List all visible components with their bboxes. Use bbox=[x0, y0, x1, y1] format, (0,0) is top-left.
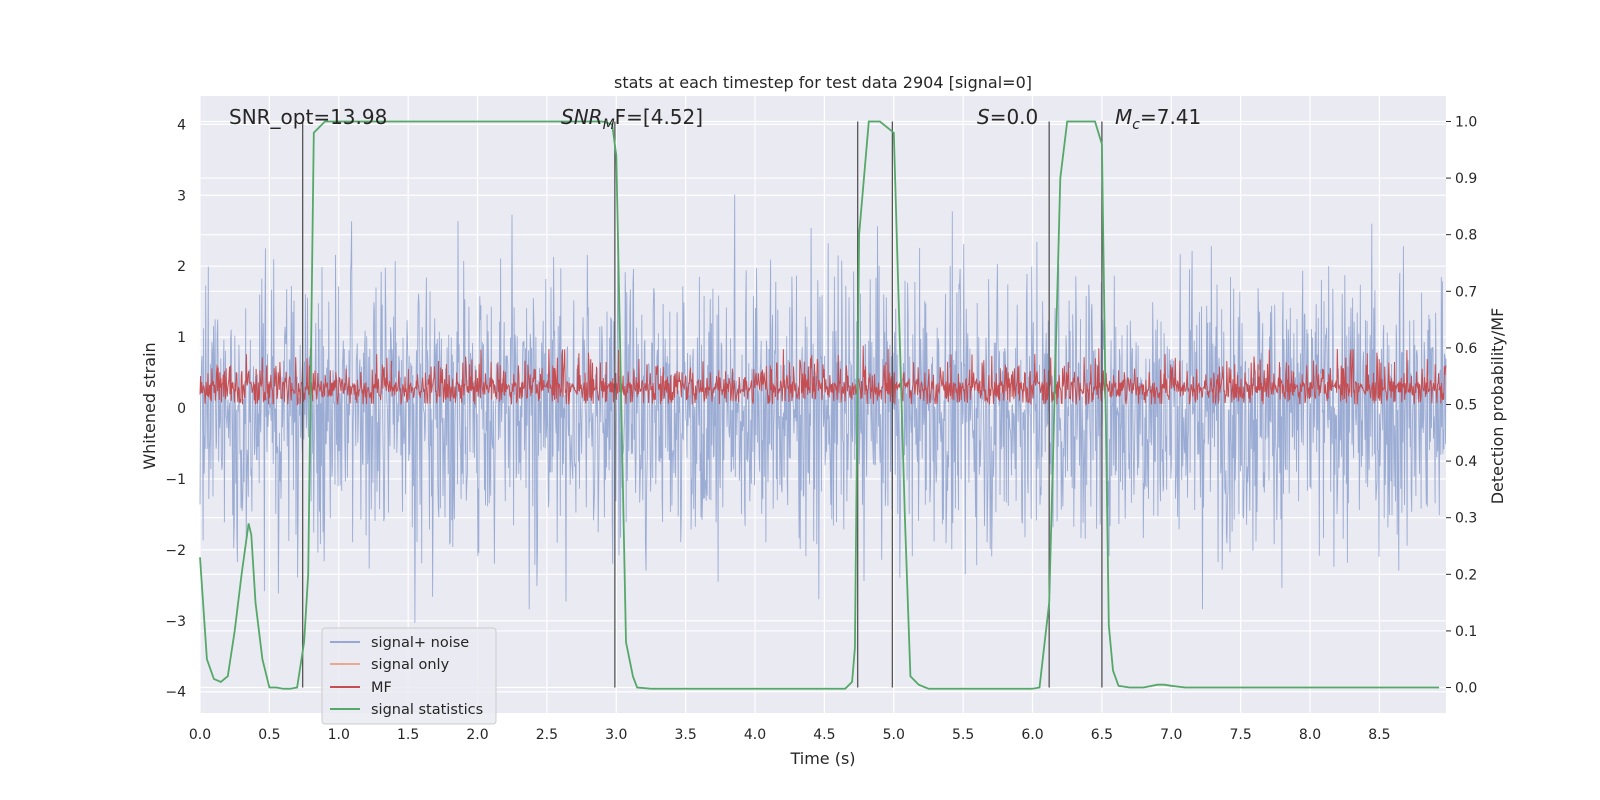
annotation-snr-opt: SNR_opt=13.98 bbox=[229, 105, 387, 129]
y-left-tick-label: −2 bbox=[165, 543, 186, 559]
x-axis-ticks: 0.0 0.5 1.0 1.5 2.0 2.5 3.0 3.5 4.0 4.5 5.0 5.5 6.0 6… bbox=[189, 727, 1391, 743]
y-right-tick-label: 0.6 bbox=[1455, 341, 1477, 357]
mf-series bbox=[199, 345, 1447, 406]
y-right-tick-label: 0.9 bbox=[1455, 171, 1477, 187]
signal-noise-series bbox=[199, 194, 1447, 623]
x-tick-label: 3.0 bbox=[605, 727, 627, 743]
annotation-snr-mf: SNRMF=[4.52] bbox=[561, 105, 703, 133]
signal-statistics-series bbox=[199, 120, 1440, 690]
y-axis-right-label: Detection probability/MF bbox=[1488, 308, 1507, 505]
x-tick-label: 5.0 bbox=[883, 727, 905, 743]
y-axis-left-label: Whitened strain bbox=[140, 342, 159, 469]
y-axis-right-ticks: 1.0 0.9 0.8 0.7 0.6 0.5 0.4 0.3 0.2 0.1 0.0 bbox=[1446, 114, 1477, 697]
x-tick-label: 3.5 bbox=[675, 727, 697, 743]
legend-label-signal-only: signal only bbox=[371, 657, 450, 673]
signal-noise-line bbox=[199, 194, 1447, 623]
x-tick-label: 8.0 bbox=[1299, 727, 1321, 743]
x-tick-label: 1.0 bbox=[328, 727, 350, 743]
y-right-tick-label: 0.8 bbox=[1455, 228, 1477, 244]
y-left-tick-label: 0 bbox=[177, 401, 186, 417]
y-right-tick-label: 0.2 bbox=[1455, 567, 1477, 583]
y-left-tick-label: 3 bbox=[177, 188, 186, 204]
y-left-tick-label: 4 bbox=[177, 117, 186, 133]
y-left-tick-label: 1 bbox=[177, 330, 186, 346]
x-tick-label: 7.5 bbox=[1230, 727, 1252, 743]
legend-label-signal-noise: signal+ noise bbox=[371, 635, 469, 651]
x-tick-label: 8.5 bbox=[1368, 727, 1390, 743]
annotation-s: S=0.0 bbox=[977, 105, 1038, 129]
legend-box bbox=[321, 627, 497, 725]
y-right-tick-label: 0.1 bbox=[1455, 624, 1477, 640]
x-tick-label: 0.0 bbox=[189, 727, 211, 743]
x-axis-label: Time (s) bbox=[789, 749, 855, 768]
y-right-tick-label: 1.0 bbox=[1455, 114, 1477, 130]
y-right-tick-label: 0.5 bbox=[1455, 398, 1477, 414]
y-left-tick-label: −1 bbox=[165, 472, 186, 488]
x-tick-label: 7.0 bbox=[1160, 727, 1182, 743]
y-left-tick-label: 2 bbox=[177, 259, 186, 275]
x-tick-label: 1.5 bbox=[397, 727, 419, 743]
y-left-tick-label: −3 bbox=[165, 614, 186, 630]
legend: signal+ noise signal only MF signal stat… bbox=[321, 627, 497, 725]
legend-label-signal-statistics: signal statistics bbox=[371, 702, 483, 718]
plot-area bbox=[199, 120, 1447, 690]
annotation-mc: Mc=7.41 bbox=[1115, 105, 1201, 133]
y-right-tick-label: 0.3 bbox=[1455, 511, 1477, 527]
legend-label-mf: MF bbox=[371, 680, 392, 696]
x-tick-label: 6.0 bbox=[1021, 727, 1043, 743]
chart-title: stats at each timestep for test data 290… bbox=[614, 73, 1032, 92]
x-tick-label: 4.5 bbox=[813, 727, 835, 743]
y-right-tick-label: 0.7 bbox=[1455, 284, 1477, 300]
signal-statistics-line bbox=[199, 120, 1440, 690]
x-tick-label: 5.5 bbox=[952, 727, 974, 743]
x-tick-label: 6.5 bbox=[1091, 727, 1113, 743]
y-left-tick-label: −4 bbox=[165, 685, 186, 701]
x-tick-label: 4.0 bbox=[744, 727, 766, 743]
y-right-tick-label: 0.0 bbox=[1455, 681, 1477, 697]
y-right-tick-label: 0.4 bbox=[1455, 454, 1477, 470]
x-tick-label: 2.0 bbox=[466, 727, 488, 743]
mf-line bbox=[199, 345, 1447, 406]
x-tick-label: 2.5 bbox=[536, 727, 558, 743]
y-axis-left-ticks: 4 3 2 1 0 −1 −2 −3 −4 bbox=[165, 117, 186, 700]
x-tick-label: 0.5 bbox=[258, 727, 280, 743]
